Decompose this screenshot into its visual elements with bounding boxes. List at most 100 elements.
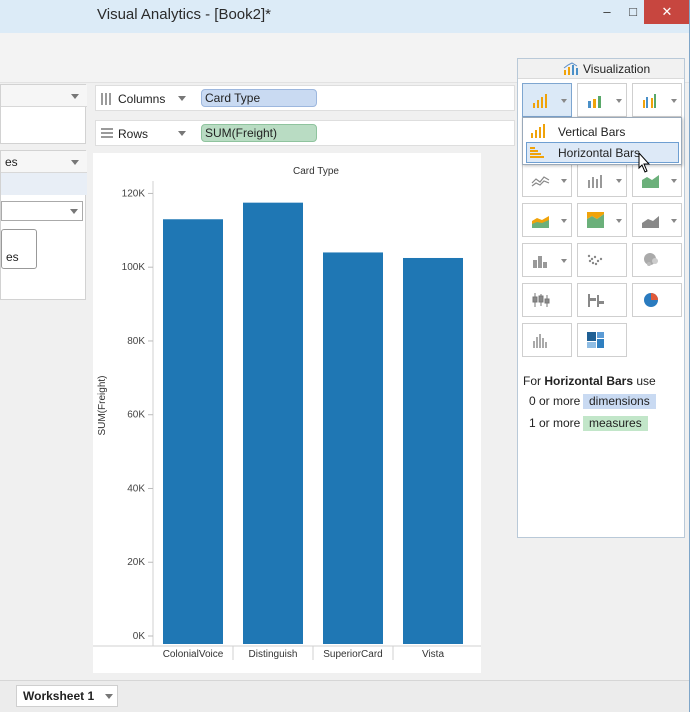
marks-card-label: es (6, 250, 19, 264)
columns-pill[interactable]: Card Type (201, 89, 317, 107)
histogram-icon (533, 256, 547, 268)
line-chart-button[interactable] (522, 163, 572, 197)
tab-label: Worksheet 1 (23, 689, 95, 703)
menu-item-horizontal-bars[interactable]: Horizontal Bars (526, 142, 679, 163)
chevron-down-icon (70, 209, 78, 214)
treemap-button[interactable] (577, 323, 627, 357)
mark-type-select[interactable] (1, 201, 83, 221)
box-plot-icon (532, 293, 550, 307)
box-plot-button[interactable] (522, 283, 572, 317)
menu-item-vertical-bars[interactable]: Vertical Bars (526, 121, 679, 142)
chevron-down-icon[interactable] (671, 179, 677, 183)
menu-item-label: Horizontal Bars (558, 146, 641, 160)
area-chart-icon (642, 175, 659, 188)
visualization-icon (563, 62, 578, 75)
scatter-plot-button[interactable] (577, 243, 627, 277)
x-tick-label: SuperiorCard (323, 649, 382, 660)
line-chart-icon (531, 176, 550, 187)
application-window: Visual Analytics - [Book2]* – □ ✕ es es (0, 0, 690, 712)
y-tick-label: 100K (122, 262, 146, 273)
x-tick-label: Distinguish (249, 649, 298, 660)
bar-chart: Card Type SUM(Freight) 0K 20K 40K 60K 80K 100K 1… (93, 166, 481, 660)
vertical-bars-button[interactable] (522, 83, 572, 117)
help-suffix: use (636, 374, 656, 388)
chevron-down-icon[interactable] (561, 99, 567, 103)
y-tick-label: 60K (127, 410, 145, 421)
x-tick-label: Vista (422, 649, 444, 660)
visualization-header: Visualization (518, 59, 684, 79)
chevron-down-icon[interactable] (561, 179, 567, 183)
window-title: Visual Analytics - [Book2]* (97, 6, 271, 23)
requirement-2-type: measures (583, 416, 648, 431)
gantt-icon (588, 294, 604, 307)
chevron-down-icon[interactable] (561, 259, 567, 263)
stacked-area-button[interactable] (522, 203, 572, 237)
chart-title: Card Type (293, 166, 339, 177)
visualization-title: Visualization (583, 62, 651, 76)
bubble-chart-button[interactable] (632, 243, 682, 277)
rows-pill[interactable]: SUM(Freight) (201, 124, 317, 142)
side-by-side-bars-icon (643, 94, 656, 108)
y-tick-label: 0K (133, 631, 146, 642)
columns-shelf[interactable]: Columns Card Type (95, 85, 515, 111)
y-tick-label: 80K (127, 336, 145, 347)
columns-label: Columns (118, 92, 166, 106)
stacked-area-icon (532, 216, 549, 228)
close-button[interactable]: ✕ (644, 0, 689, 24)
left-panel: es es (0, 84, 88, 300)
maximize-button[interactable]: □ (629, 4, 637, 19)
help-prefix: For (523, 374, 541, 388)
chevron-down-icon[interactable] (178, 96, 186, 101)
bar (163, 219, 223, 645)
marks-card-button[interactable]: es (1, 229, 37, 269)
chevron-down-icon[interactable] (105, 694, 113, 699)
mouse-cursor-icon (638, 152, 651, 173)
title-bar: Visual Analytics - [Book2]* – □ ✕ (0, 0, 689, 33)
chevron-down-icon[interactable] (671, 99, 677, 103)
y-tick-label: 120K (122, 188, 146, 199)
chevron-down-icon[interactable] (616, 179, 622, 183)
grey-area-button[interactable] (632, 203, 682, 237)
bar (403, 257, 463, 644)
rows-icon (101, 128, 113, 138)
stacked-histogram-icon (533, 334, 547, 348)
chevron-down-icon[interactable] (71, 160, 79, 165)
histogram-button[interactable] (522, 243, 572, 277)
treemap-icon (587, 332, 604, 348)
gantt-button[interactable] (577, 283, 627, 317)
y-axis-label: SUM(Freight) (97, 375, 108, 435)
chart-area: Card Type SUM(Freight) 0K 20K 40K 60K 80K 100K 1… (93, 153, 481, 673)
dual-axis-button[interactable] (577, 163, 627, 197)
rows-label: Rows (118, 127, 149, 141)
pie-chart-icon (644, 293, 658, 307)
bar (323, 252, 383, 644)
minimize-button[interactable]: – (603, 4, 611, 19)
sheet-tab-bar: Worksheet 1 (0, 680, 689, 712)
stacked-bars-button[interactable] (577, 83, 627, 117)
columns-icon (101, 93, 111, 105)
chevron-down-icon[interactable] (561, 219, 567, 223)
rows-shelf[interactable]: Rows SUM(Freight) (95, 120, 515, 146)
chevron-down-icon[interactable] (616, 99, 622, 103)
grey-area-icon (642, 216, 659, 228)
pie-chart-button[interactable] (632, 283, 682, 317)
vertical-bars-icon (531, 124, 545, 138)
chevron-down-icon[interactable] (178, 131, 186, 136)
percent-area-button[interactable] (577, 203, 627, 237)
chevron-down-icon[interactable] (616, 219, 622, 223)
area-chart-button[interactable] (632, 163, 682, 197)
percent-area-icon (587, 212, 604, 228)
scatter-plot-icon (587, 254, 603, 266)
help-chart-name: Horizontal Bars (544, 374, 634, 388)
bubble-chart-icon (644, 253, 658, 266)
chevron-down-icon[interactable] (71, 94, 79, 99)
menu-item-label: Vertical Bars (558, 125, 626, 139)
stacked-bars-icon (588, 96, 601, 108)
side-by-side-bars-button[interactable] (632, 83, 682, 117)
vertical-bars-icon (533, 94, 547, 108)
chevron-down-icon[interactable] (671, 219, 677, 223)
tab-worksheet-1[interactable]: Worksheet 1 (16, 685, 118, 707)
stacked-histogram-button[interactable] (522, 323, 572, 357)
marks-pane-label: es (5, 155, 18, 169)
marks-row (1, 173, 87, 195)
